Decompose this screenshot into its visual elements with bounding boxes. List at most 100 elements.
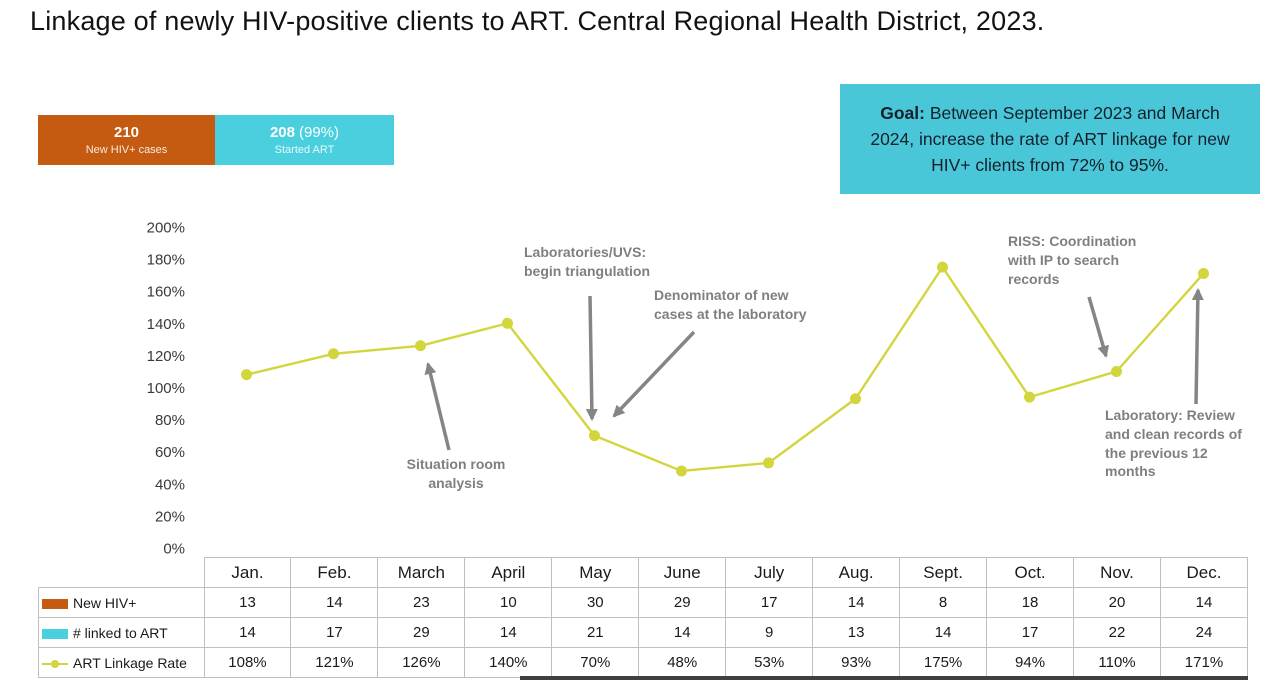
data-point: [328, 348, 339, 360]
table-cell: 23: [377, 587, 466, 618]
y-axis-tick: 200%: [147, 220, 185, 237]
month-header: Aug.: [812, 557, 901, 588]
data-table-wrap: Jan. Feb. March April May June July Aug. Sept. Oc…: [38, 557, 1249, 678]
table-cell: 14: [464, 617, 553, 648]
table-cell: 14: [899, 617, 988, 648]
new-hiv-cases-label: New HIV+ cases: [85, 143, 168, 156]
bottom-divider: [520, 676, 1248, 680]
y-axis-tick: 80%: [155, 412, 185, 429]
series-name: # linked to ART: [73, 624, 168, 641]
annotation-arrow: [1191, 288, 1204, 405]
table-cell: 14: [1159, 587, 1249, 618]
table-cell: 108%: [203, 647, 292, 678]
data-point: [763, 457, 774, 469]
table-corner-cell: [39, 558, 205, 588]
table-cell: 29: [377, 617, 466, 648]
data-point: [937, 261, 948, 273]
goal-label: Goal:: [880, 102, 925, 123]
month-header: June: [638, 557, 727, 588]
table-cell: 53%: [725, 647, 814, 678]
table-cell: 9: [725, 617, 814, 648]
annotation-arrow: [585, 295, 598, 421]
goal-text: Goal: Between September 2023 and March 2…: [860, 100, 1240, 179]
table-cell: 29: [638, 587, 727, 618]
table-cell: 140%: [464, 647, 553, 678]
color-swatch-icon: [42, 598, 68, 609]
legend-cell: ART Linkage Rate: [38, 647, 205, 678]
table-cell: 8: [899, 587, 988, 618]
new-hiv-cases-box: 210 New HIV+ cases: [38, 115, 215, 165]
month-header: Jan.: [203, 557, 292, 588]
table-cell: 20: [1073, 587, 1161, 618]
table-cell: 14: [203, 617, 292, 648]
table-cell: 93%: [812, 647, 901, 678]
table-cell: 48%: [638, 647, 727, 678]
table-cell: 10: [464, 587, 553, 618]
table-cell: 171%: [1159, 647, 1249, 678]
table-row: # linked to ART 14 17 29 14 21 14 9 13 14 17 22 24: [38, 617, 1249, 648]
goal-body: Between September 2023 and March 2024, i…: [870, 102, 1230, 176]
started-art-value: 208 (99%): [270, 124, 339, 141]
y-axis-tick: 100%: [147, 380, 185, 397]
new-hiv-cases-value: 210: [113, 124, 140, 142]
table-cell: 17: [725, 587, 814, 618]
data-point: [415, 340, 426, 352]
table-cell: 175%: [899, 647, 988, 678]
annotation-arrow: [1087, 296, 1109, 358]
data-point: [589, 430, 600, 442]
table-cell: 70%: [551, 647, 640, 678]
data-point: [1024, 391, 1035, 403]
table-cell: 17: [986, 617, 1075, 648]
table-header-row: Jan. Feb. March April May June July Aug. Sept. Oc…: [39, 557, 1249, 588]
table-row: ART Linkage Rate 108% 121% 126% 140% 70% 48% 53…: [38, 647, 1249, 678]
annotation-laboratory-review: Laboratory: Review and clean records of …: [1105, 407, 1242, 480]
started-art-count: 208: [269, 124, 295, 142]
line-marker-icon: [42, 659, 68, 669]
month-header: Sept.: [899, 557, 988, 588]
page-title: Linkage of newly HIV-positive clients to…: [30, 6, 1045, 36]
legend-cell: New HIV+: [38, 587, 205, 618]
y-axis-tick: 160%: [147, 284, 185, 301]
month-header: April: [464, 557, 553, 588]
annotation-arrow: [424, 362, 451, 451]
month-header: July: [725, 557, 814, 588]
table-cell: 126%: [377, 647, 466, 678]
series-name: New HIV+: [73, 594, 137, 611]
data-point: [1111, 365, 1122, 377]
table-cell: 30: [551, 587, 640, 618]
started-art-percent: (99%): [299, 124, 340, 142]
annotation-laboratories-uvs: Laboratories/UVS: begin triangulation: [524, 244, 650, 279]
annotation-denominator: Denominator of new cases at the laborato…: [654, 287, 807, 322]
data-point: [676, 465, 687, 477]
y-axis-tick: 140%: [147, 316, 185, 333]
data-point: [502, 317, 513, 329]
month-header: Oct.: [986, 557, 1075, 588]
annotation-arrow: [612, 330, 696, 418]
data-table: Jan. Feb. March April May June July Aug. Sept. Oc…: [38, 557, 1249, 678]
table-cell: 13: [812, 617, 901, 648]
y-axis-tick: 180%: [147, 252, 185, 269]
started-art-box: 208 (99%) Started ART: [215, 115, 394, 165]
table-cell: 17: [290, 617, 379, 648]
art-linkage-rate-line: [246, 264, 1205, 473]
table-row: New HIV+ 13 14 23 10 30 29 17 14 8 18 20 14: [38, 587, 1249, 618]
legend-cell: # linked to ART: [38, 617, 205, 648]
goal-callout: Goal: Between September 2023 and March 2…: [840, 84, 1260, 194]
table-cell: 13: [203, 587, 292, 618]
color-swatch-icon: [42, 628, 68, 639]
data-point: [850, 393, 861, 405]
y-axis-tick: 40%: [155, 476, 185, 493]
table-cell: 24: [1159, 617, 1249, 648]
month-header: March: [377, 557, 466, 588]
started-art-label: Started ART: [274, 143, 335, 156]
table-cell: 94%: [986, 647, 1075, 678]
y-axis-tick: 60%: [155, 444, 185, 461]
month-header: May: [551, 557, 640, 588]
table-cell: 14: [812, 587, 901, 618]
month-header: Nov.: [1073, 557, 1161, 588]
table-cell: 14: [290, 587, 379, 618]
annotation-riss-coordination: RISS: Coordination with IP to search rec…: [1008, 233, 1137, 287]
month-header: Feb.: [290, 557, 379, 588]
